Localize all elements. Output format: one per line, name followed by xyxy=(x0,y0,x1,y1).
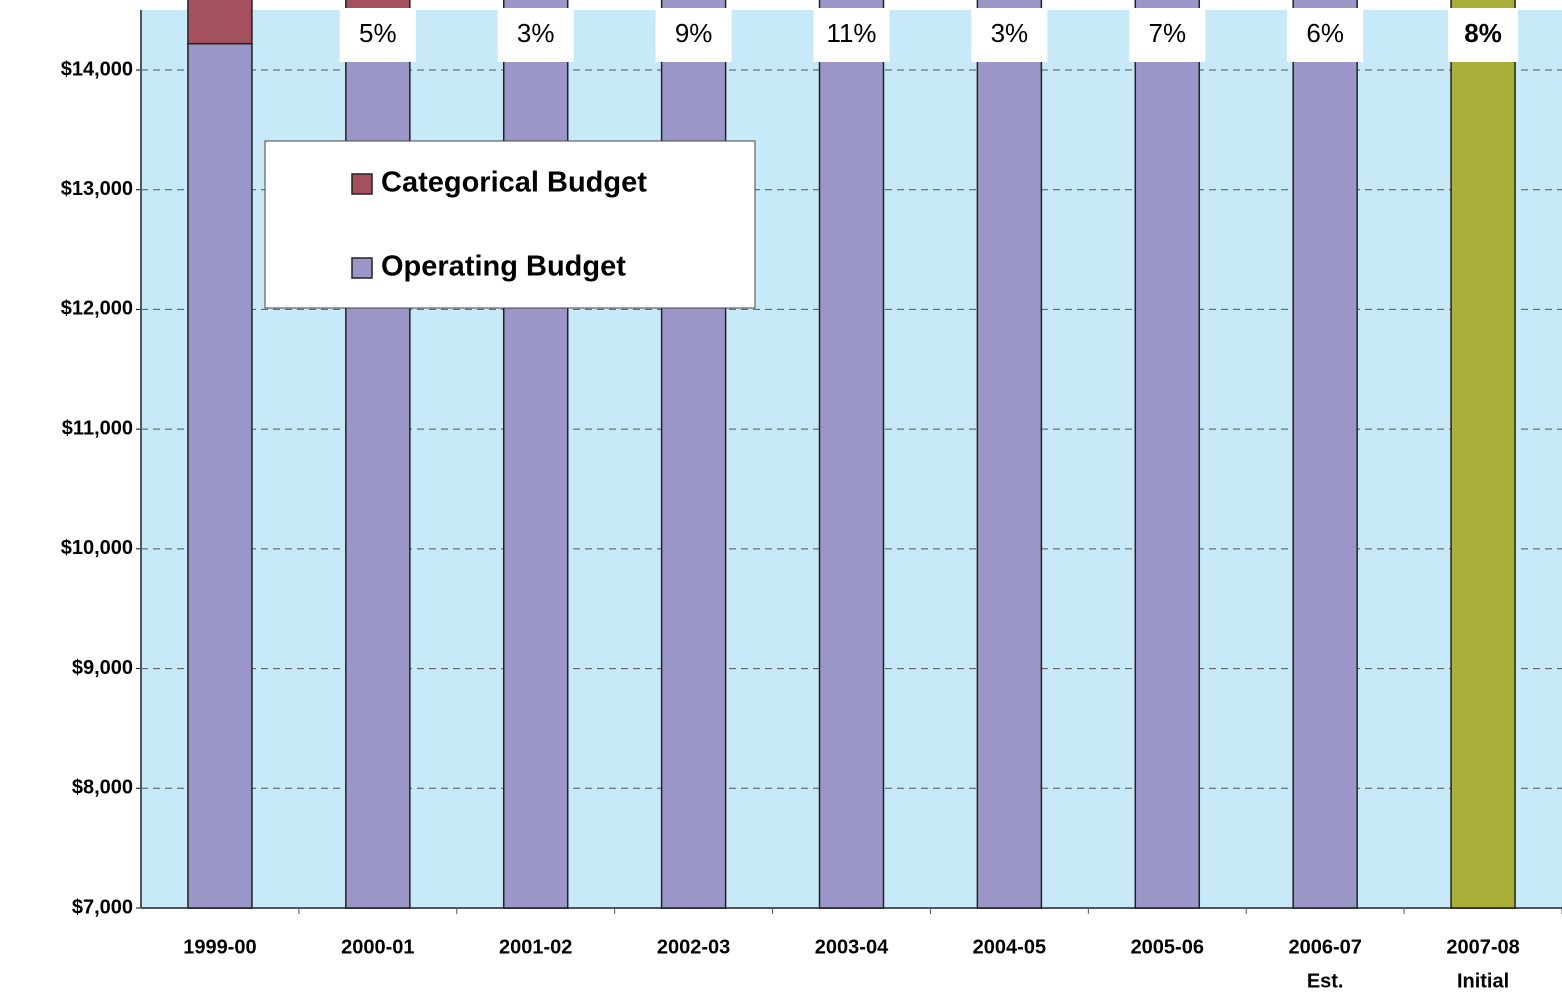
growth-label: 3% xyxy=(517,18,555,48)
bar-segment xyxy=(187,0,253,45)
growth-label-box xyxy=(339,8,416,62)
growth-label: 8% xyxy=(1464,18,1502,48)
x-tick-sublabel: Est. xyxy=(1307,970,1344,992)
bar-segment xyxy=(818,0,885,909)
bar-segment xyxy=(1450,0,1516,909)
x-tick-sublabel: Initial xyxy=(1457,970,1509,992)
x-tick-label: 2006-07 xyxy=(1288,936,1361,958)
y-tick-label: $9,000 xyxy=(72,657,133,679)
x-tick-label: 2007-08 xyxy=(1446,936,1519,958)
legend-swatch xyxy=(351,257,373,279)
y-tick-label: $11,000 xyxy=(62,417,133,439)
legend-label: Operating Budget xyxy=(381,251,626,283)
y-tick-label: $14,000 xyxy=(61,58,133,80)
y-tick-label: $12,000 xyxy=(61,298,133,320)
bar-segment xyxy=(502,0,569,909)
growth-label-box xyxy=(655,8,732,62)
growth-label-box xyxy=(1448,8,1519,62)
legend-label: Categorical Budget xyxy=(381,167,647,199)
growth-label: 3% xyxy=(991,18,1029,48)
legend-box xyxy=(264,140,756,309)
x-tick-label: 2004-05 xyxy=(973,936,1046,958)
bar-segment xyxy=(187,42,253,909)
growth-label-box xyxy=(497,8,574,62)
y-tick-label: $7,000 xyxy=(72,896,133,918)
growth-label-box xyxy=(1287,8,1364,62)
growth-label: 7% xyxy=(1148,18,1186,48)
growth-label-box xyxy=(1129,8,1206,62)
x-tick-label: 1999-00 xyxy=(183,936,256,958)
y-tick-label: $13,000 xyxy=(61,178,133,200)
legend-swatch xyxy=(351,173,373,195)
growth-label: 5% xyxy=(359,18,397,48)
x-tick-label: 2003-04 xyxy=(815,936,889,958)
bar-segment xyxy=(976,0,1043,909)
growth-label-box xyxy=(813,8,890,62)
growth-label: 6% xyxy=(1306,18,1344,48)
growth-label-box xyxy=(971,8,1048,62)
y-tick-label: $10,000 xyxy=(61,537,133,559)
x-tick-label: 2000-01 xyxy=(341,936,414,958)
bar-segment xyxy=(1134,0,1201,909)
x-tick-label: 2002-03 xyxy=(657,936,730,958)
bar-segment xyxy=(660,0,727,909)
bar-segment xyxy=(1292,0,1358,909)
x-tick-label: 2001-02 xyxy=(499,936,572,958)
x-tick-label: 2005-06 xyxy=(1131,936,1204,958)
growth-label: 11% xyxy=(826,18,876,48)
growth-label: 9% xyxy=(675,18,713,48)
y-tick-label: $8,000 xyxy=(72,777,133,799)
